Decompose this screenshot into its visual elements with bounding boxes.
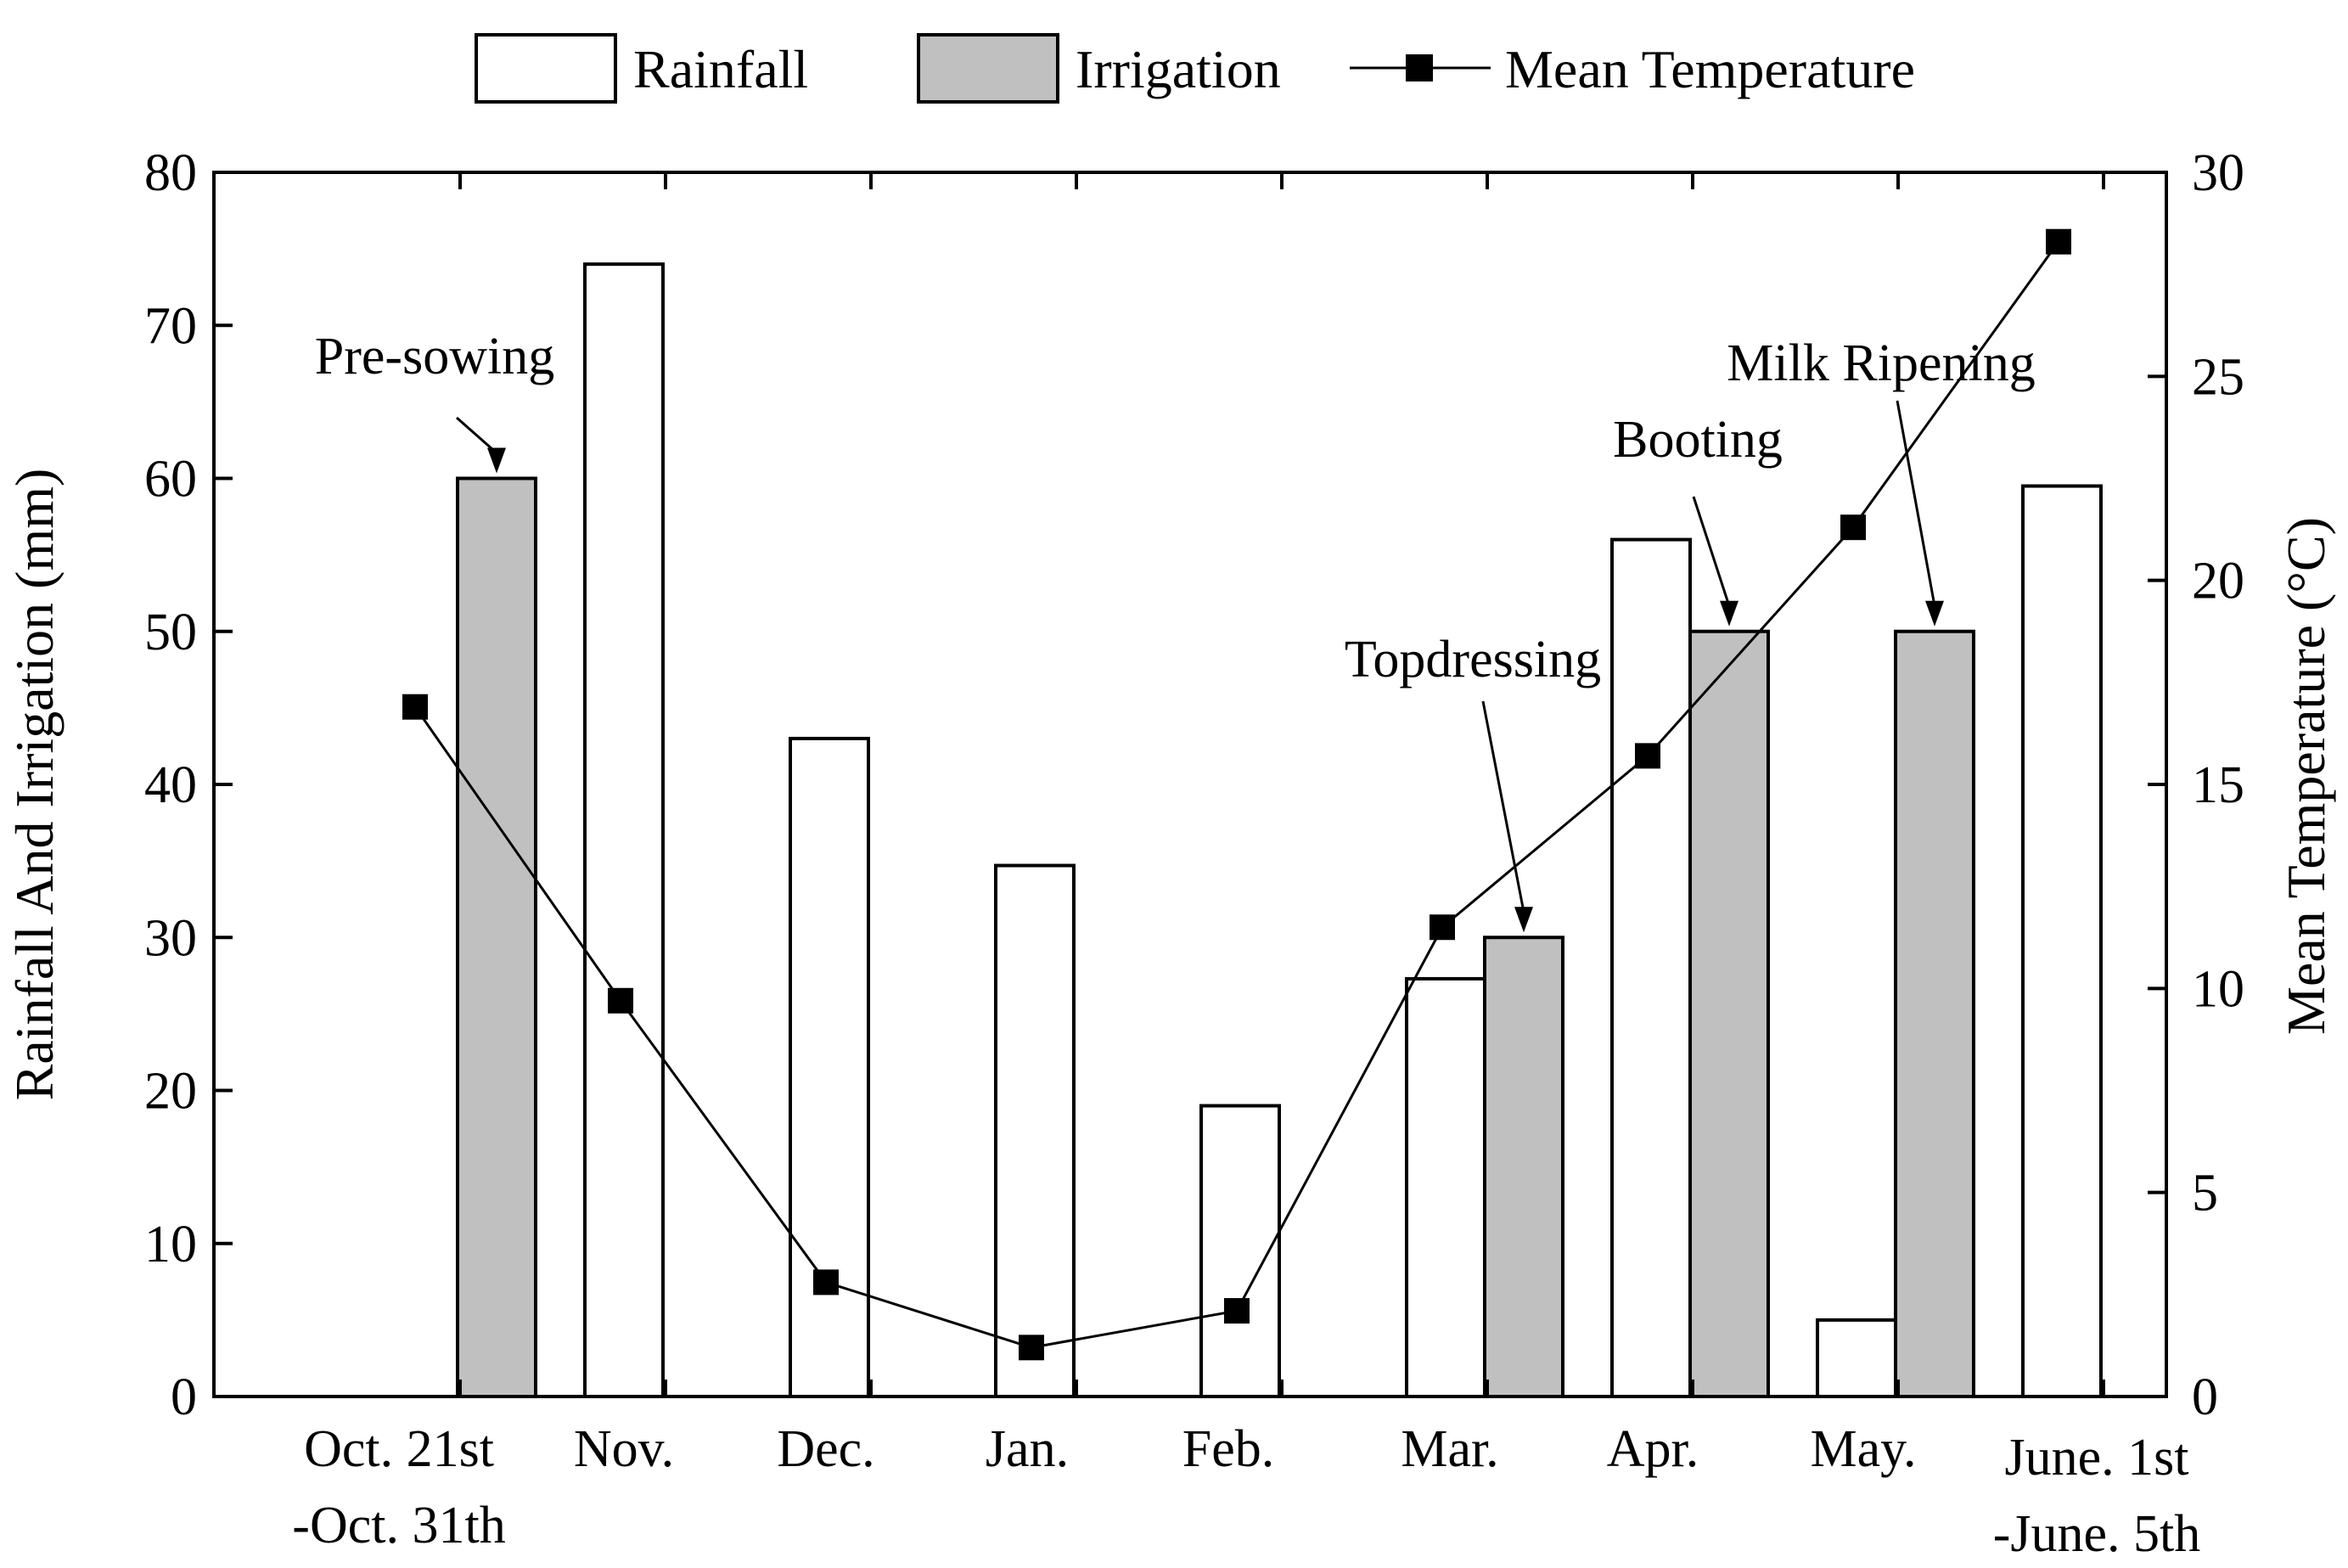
legend-irrigation-swatch: [917, 33, 1059, 104]
annotation-arrow-line: [1896, 400, 1936, 607]
x-tick-label: -Oct. 31th: [292, 1497, 505, 1554]
mean-temperature-point: [2046, 228, 2071, 255]
y2-tick-label: 0: [2192, 1368, 2218, 1426]
mean-temperature-point: [1430, 914, 1455, 941]
irrigation-bar: [1483, 936, 1564, 1398]
rainfall-bar: [583, 262, 665, 1398]
x-tick-label: Dec.: [777, 1420, 874, 1478]
rainfall-bar: [1610, 537, 1692, 1398]
annotation-label: Booting: [1613, 411, 1783, 469]
y-tick-label: 60: [144, 451, 197, 509]
mean-temperature-point: [608, 987, 633, 1014]
annotation-arrow-line: [456, 416, 497, 454]
plot-area: [402, 228, 2103, 1399]
x-tick-label: -June. 5th: [1993, 1505, 2201, 1563]
y-tick-label: 70: [144, 297, 197, 355]
annotation-label: Milk Ripening: [1727, 334, 2035, 392]
y2-tick-label: 10: [2192, 960, 2244, 1018]
irrigation-bar: [456, 476, 537, 1398]
legend-temperature-label: Mean Temperature: [1505, 39, 1915, 99]
mean-temperature-point: [402, 694, 428, 720]
annotation-arrow-line: [1481, 700, 1525, 913]
y2-tick-label: 30: [2192, 144, 2244, 202]
x-tick-label: Apr.: [1607, 1420, 1699, 1478]
y2-tick-label: 25: [2192, 348, 2244, 406]
legend-rainfall-label: Rainfall: [633, 39, 808, 99]
annotation-arrow-head: [1514, 907, 1533, 933]
annotation-arrow-head: [1720, 600, 1739, 627]
y-tick-label: 50: [144, 604, 197, 661]
x-tick-label: June. 1st: [2005, 1429, 2189, 1487]
x-tick-label: Feb.: [1182, 1420, 1275, 1478]
y-tick-label: 20: [144, 1063, 197, 1121]
rainfall-bar: [1816, 1318, 1897, 1398]
mean-temperature-point: [813, 1269, 839, 1295]
y-tick-label: 80: [144, 144, 197, 202]
annotation-arrow-head: [1925, 600, 1944, 627]
annotation-label: Pre-sowing: [315, 328, 554, 385]
mean-temperature-point: [1224, 1298, 1250, 1324]
irrigation-bar: [1894, 629, 1975, 1398]
y2-tick-label: 5: [2192, 1165, 2218, 1222]
legend: Rainfall Irrigation Mean Temperature: [475, 33, 1915, 104]
y-tick-label: 0: [171, 1368, 197, 1426]
y2-tick-label: 20: [2192, 553, 2244, 610]
y2-axis-title: Mean Temperature (°C): [2276, 517, 2336, 1035]
x-tick-label: Nov.: [574, 1420, 674, 1478]
rainfall-bar: [1405, 976, 1486, 1398]
mean-temperature-point: [1840, 514, 1866, 541]
annotation-arrow-line: [1692, 496, 1731, 607]
y-tick-label: 40: [144, 756, 197, 814]
x-tick-label: Mar.: [1401, 1420, 1498, 1478]
rainfall-bar: [994, 863, 1076, 1398]
x-tick-label: May.: [1810, 1420, 1916, 1478]
legend-rainfall-swatch: [475, 33, 617, 104]
irrigation-bar: [1688, 629, 1770, 1398]
annotation-label: Topdressing: [1345, 631, 1601, 688]
axes: 0 10 20 30 40 50 60 70 80 0 5 10 15 20 25 30 Oct. 21st -O…: [4, 144, 2336, 1563]
x-tick-label: Oct. 21st: [304, 1420, 494, 1478]
annotations: Pre-sowing Topdressing Booting Milk Ripenin…: [315, 328, 2036, 933]
y-tick-label: 30: [144, 909, 197, 967]
y-axis-title: Rainfall And Irrigation (mm): [4, 469, 65, 1101]
x-tick-label: Jan.: [986, 1420, 1069, 1478]
mean-temperature-point: [1019, 1335, 1044, 1361]
mean-temperature-point: [1635, 743, 1660, 769]
annotation-arrow-head: [487, 447, 506, 474]
rainfall-bar: [2021, 484, 2103, 1399]
y-tick-label: 10: [144, 1216, 197, 1273]
legend-temperature-marker: [1406, 54, 1433, 81]
legend-irrigation-label: Irrigation: [1076, 39, 1281, 99]
rainfall-bar: [789, 736, 870, 1398]
y2-tick-label: 15: [2192, 756, 2244, 814]
